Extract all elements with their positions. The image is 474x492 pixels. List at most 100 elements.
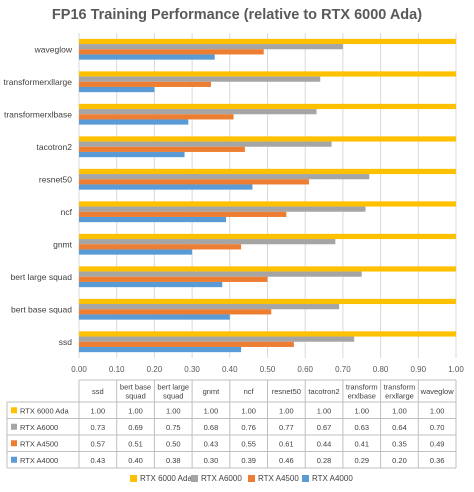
table-value-cell: 0.20 bbox=[392, 456, 407, 465]
legend-label: RTX 6000 Ada bbox=[140, 474, 192, 483]
table-value-cell: 1.00 bbox=[430, 406, 445, 415]
category-label: transformerxllarge bbox=[4, 77, 73, 87]
legend-label: RTX A4000 bbox=[312, 474, 353, 483]
table-header-cell: ssd bbox=[92, 387, 104, 396]
table-header-cell: resnet50 bbox=[272, 387, 301, 396]
table-series-label: RTX 6000 Ada bbox=[20, 406, 69, 415]
bar bbox=[79, 179, 309, 185]
bar bbox=[79, 206, 366, 212]
table-value-cell: 0.36 bbox=[430, 456, 445, 465]
table-value-cell: 0.43 bbox=[204, 439, 219, 448]
table-value-cell: 0.43 bbox=[91, 456, 106, 465]
table-value-cell: 0.46 bbox=[279, 456, 294, 465]
bar bbox=[79, 276, 268, 282]
table-value-cell: 0.77 bbox=[279, 423, 294, 432]
x-tick-label: 0.40 bbox=[222, 365, 238, 374]
category-label: gnmt bbox=[53, 239, 73, 249]
bar bbox=[79, 216, 227, 223]
bar bbox=[79, 309, 272, 315]
legend-label: RTX A6000 bbox=[201, 474, 242, 483]
bar bbox=[79, 54, 215, 60]
table-value-cell: 0.40 bbox=[128, 456, 143, 465]
category-label: bert base squad bbox=[11, 304, 72, 314]
bars bbox=[79, 38, 456, 353]
bar bbox=[79, 304, 340, 310]
bar bbox=[79, 141, 332, 147]
table-value-cell: 1.00 bbox=[317, 406, 332, 415]
category-labels: ssd bert base squad bert large squad gnmt nc… bbox=[4, 44, 73, 347]
bar bbox=[79, 81, 211, 87]
legend-swatch bbox=[130, 475, 137, 482]
table-value-cell: 1.00 bbox=[204, 406, 219, 415]
bar bbox=[79, 271, 362, 277]
table-value-cell: 1.00 bbox=[241, 406, 256, 415]
table-value-cell: 1.00 bbox=[392, 406, 407, 415]
bar bbox=[79, 119, 189, 125]
table-value-cell: 1.00 bbox=[354, 406, 369, 415]
legend-label: RTX A4500 bbox=[258, 474, 299, 483]
legend-swatch bbox=[191, 475, 198, 482]
table-value-cell: 0.39 bbox=[241, 456, 256, 465]
table-series-label: RTX A6000 bbox=[20, 423, 58, 432]
bar bbox=[79, 151, 185, 158]
bar bbox=[79, 249, 193, 255]
legend-swatch bbox=[248, 475, 255, 482]
bar bbox=[79, 244, 242, 250]
bar bbox=[79, 341, 294, 347]
category-label: bert large squad bbox=[11, 272, 73, 282]
bar bbox=[79, 314, 230, 320]
table-value-cell: 0.73 bbox=[91, 423, 106, 432]
category-label: transformerxlbase bbox=[4, 109, 72, 119]
table-header-cell: bert large squad bbox=[157, 383, 189, 401]
table-legend-key bbox=[11, 407, 17, 414]
table-value-cell: 0.70 bbox=[430, 423, 445, 432]
table-value-cell: 0.51 bbox=[128, 439, 143, 448]
bar bbox=[79, 201, 456, 207]
table-value-cell: 1.00 bbox=[166, 406, 181, 415]
table-value-cell: 0.61 bbox=[279, 439, 294, 448]
bar bbox=[79, 76, 321, 82]
table-header-cell: gnmt bbox=[203, 387, 221, 396]
table-value-cell: 0.41 bbox=[354, 439, 369, 448]
chart-title: FP16 Training Performance (relative to R… bbox=[52, 7, 422, 23]
bar bbox=[79, 239, 336, 245]
table-value-cell: 0.44 bbox=[317, 439, 332, 448]
table-value-cell: 0.29 bbox=[354, 456, 369, 465]
category-label: resnet50 bbox=[39, 174, 72, 184]
table-value-cell: 0.35 bbox=[392, 439, 407, 448]
bar bbox=[79, 86, 155, 93]
table-value-cell: 0.57 bbox=[91, 439, 106, 448]
x-tick-label: 1.00 bbox=[448, 365, 464, 374]
table-value-cell: 0.38 bbox=[166, 456, 181, 465]
x-tick-label: 0.90 bbox=[411, 365, 427, 374]
table-value-cell: 0.67 bbox=[317, 423, 332, 432]
table-legend-key bbox=[11, 440, 17, 447]
table-legend-key bbox=[11, 456, 17, 463]
table-legend-key bbox=[11, 423, 17, 430]
category-label: waveglow bbox=[34, 44, 73, 54]
category-label: ncf bbox=[61, 207, 73, 217]
bar bbox=[79, 174, 370, 180]
x-tick-label: 0.10 bbox=[109, 365, 125, 374]
bar bbox=[79, 266, 456, 272]
bar bbox=[79, 71, 456, 77]
legend-swatch bbox=[302, 475, 309, 482]
bar bbox=[79, 331, 456, 337]
bar bbox=[79, 346, 242, 353]
bar bbox=[79, 336, 355, 342]
table-header-cell: ncf bbox=[244, 387, 255, 396]
x-tick-label: 0.60 bbox=[297, 365, 313, 374]
bar bbox=[79, 109, 317, 115]
table-value-cell: 0.30 bbox=[204, 456, 219, 465]
bar bbox=[79, 281, 223, 288]
bar bbox=[79, 211, 287, 217]
table-value-cell: 0.50 bbox=[166, 439, 181, 448]
table-header-cell: waveglow bbox=[420, 387, 455, 396]
table-value-cell: 0.28 bbox=[317, 456, 332, 465]
table-value-cell: 0.64 bbox=[392, 423, 407, 432]
bar bbox=[79, 49, 264, 55]
table-header-cell: bert base squad bbox=[120, 383, 151, 401]
table-value-cell: 0.75 bbox=[166, 423, 181, 432]
table-value-cell: 0.49 bbox=[430, 439, 445, 448]
